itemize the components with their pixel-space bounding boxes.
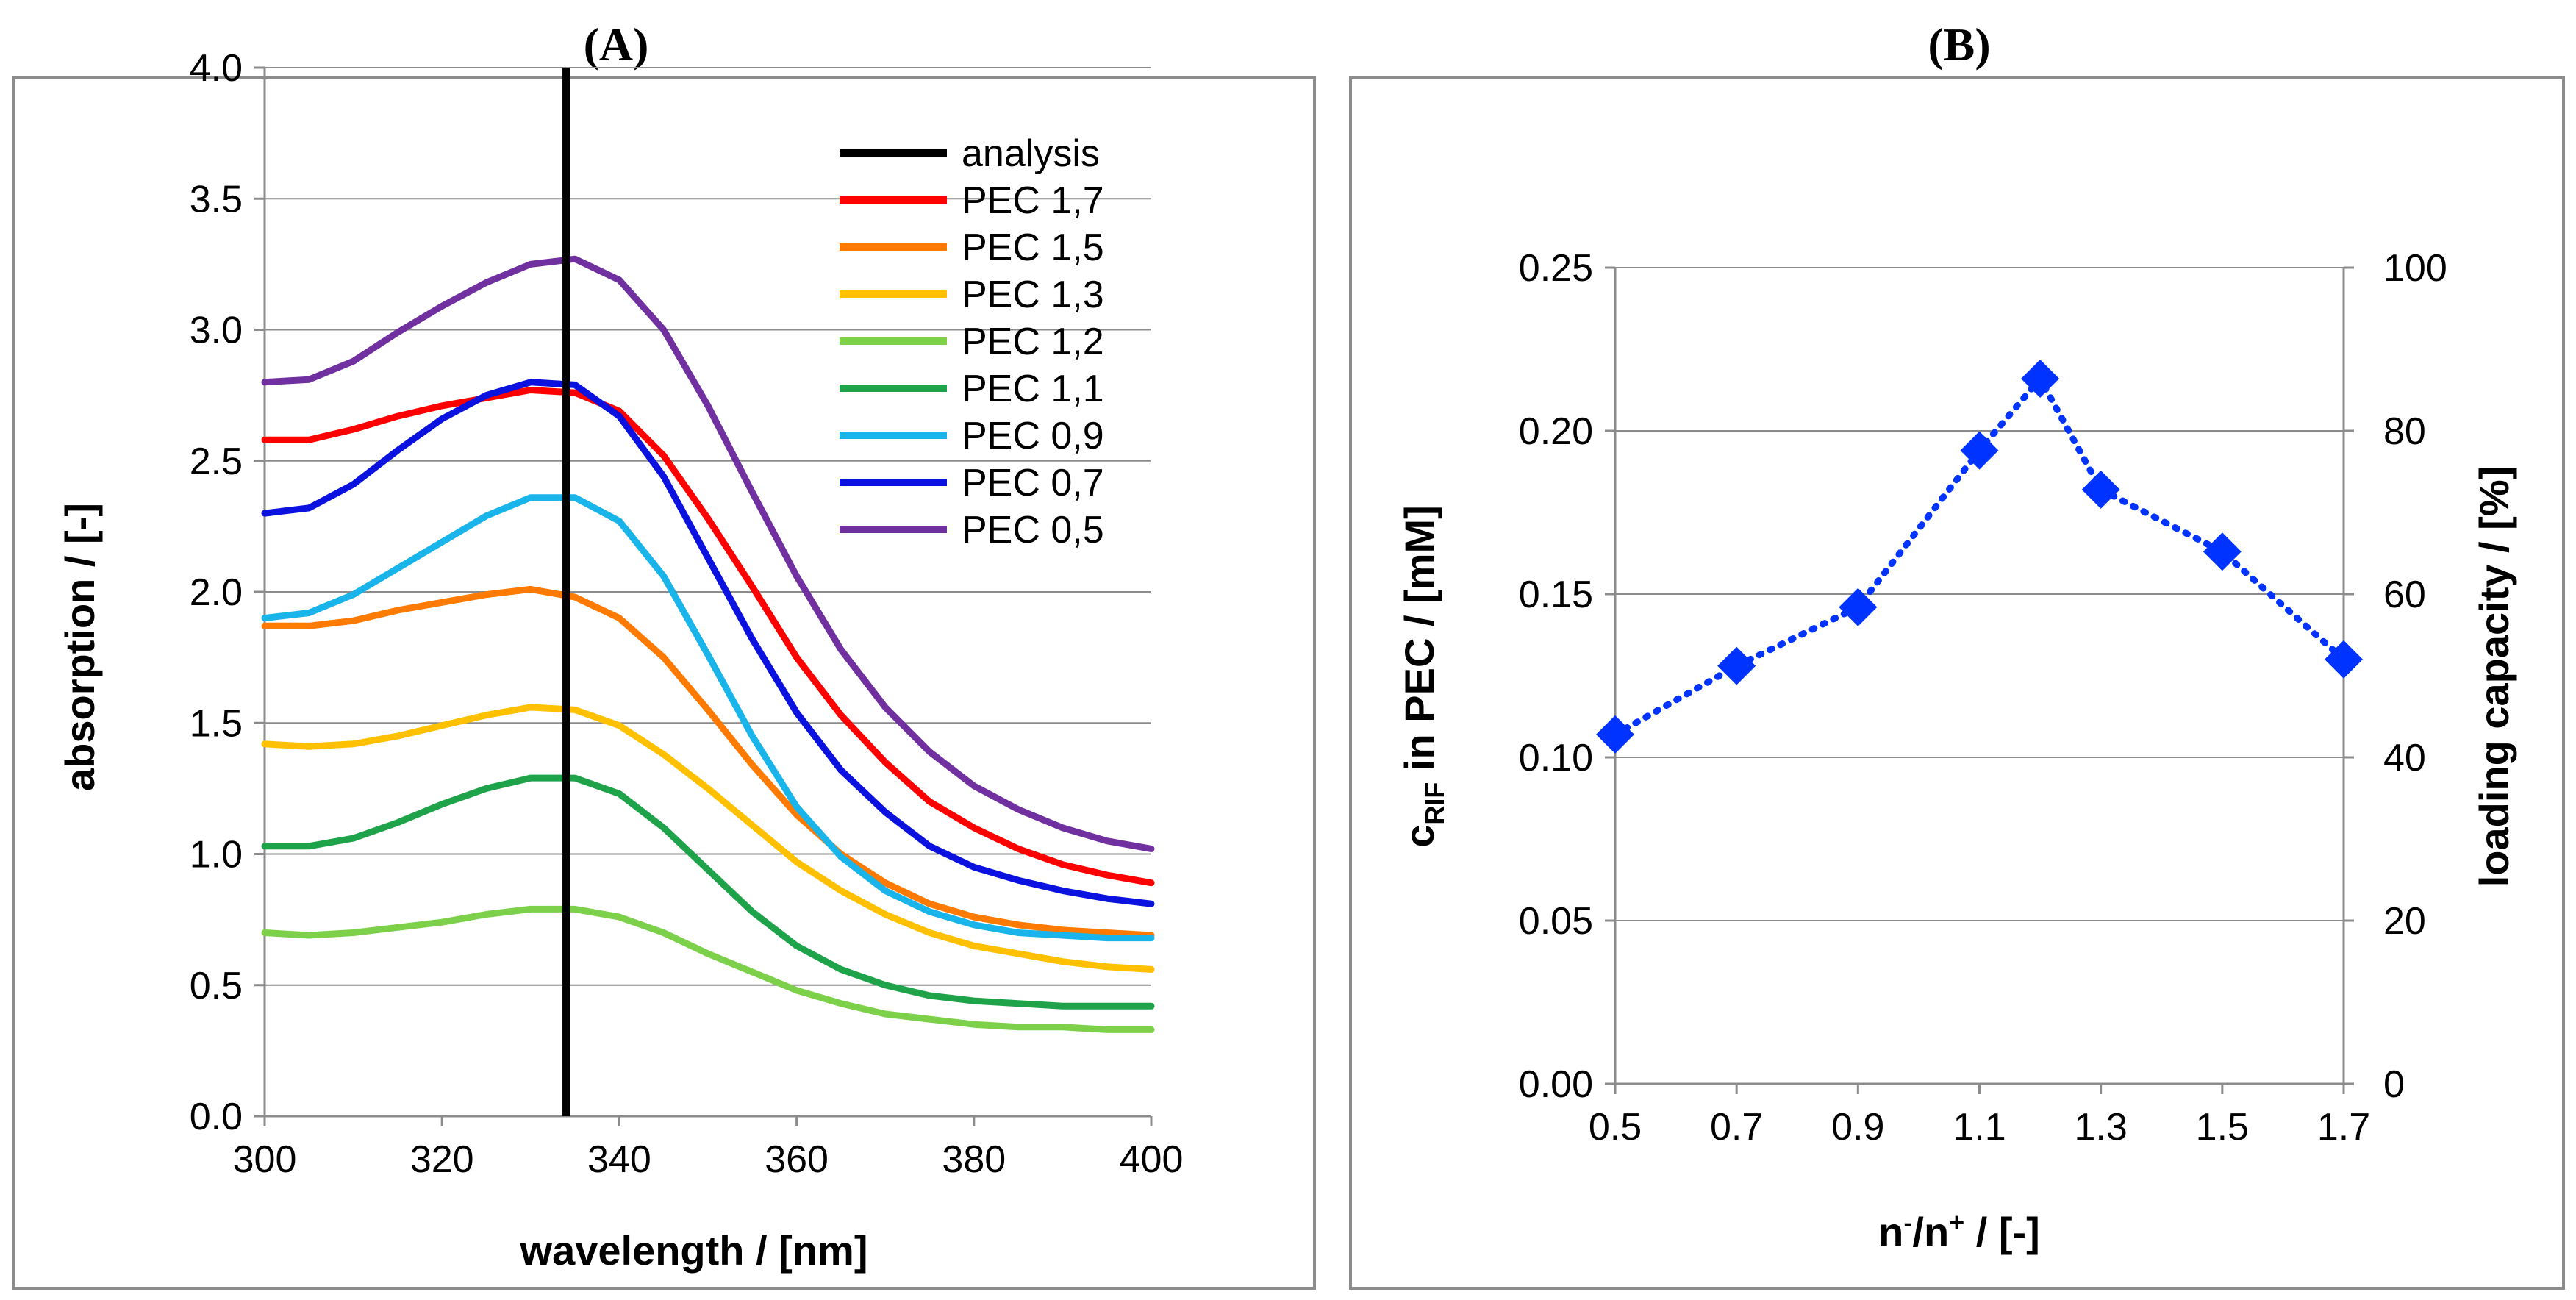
legend-label-pec-1-7: PEC 1,7 bbox=[962, 179, 1104, 222]
data-point bbox=[1839, 588, 1878, 626]
panel-b-points bbox=[1596, 359, 2363, 754]
series-line-pec-1-1 bbox=[261, 774, 1155, 1010]
panel-a-x-tick-label: 400 bbox=[1120, 1138, 1184, 1181]
panel-a-axes bbox=[254, 66, 1153, 1126]
panel-b-y2-axis-title: loading capacity / [%] bbox=[2471, 466, 2517, 888]
panel-a-y-tick-label: 3.0 bbox=[190, 310, 243, 352]
panel-b-y-tick-label: 0.15 bbox=[1519, 574, 1593, 616]
series-line-pec-1-2 bbox=[261, 905, 1155, 1033]
data-point bbox=[1717, 646, 1756, 685]
panel-b-xlabel-n1: n bbox=[1878, 1209, 1903, 1255]
panel-a-chart: 0.0 0.5 1.0 1.5 2.0 2.5 3.0 3.5 4.0 300 320 340 360… bbox=[57, 47, 1183, 1274]
data-point bbox=[1596, 715, 1634, 754]
series-line-pec-0-5 bbox=[261, 255, 1155, 852]
legend-label-pec-0-9: PEC 0,9 bbox=[962, 415, 1104, 457]
panel-b-x-tick-label: 1.5 bbox=[2196, 1106, 2249, 1149]
panel-b-y2-tick-label: 80 bbox=[2383, 410, 2426, 453]
panel-b-ylabel-sub: RIF bbox=[1420, 782, 1450, 825]
panel-b-y2-tick-label: 40 bbox=[2383, 737, 2426, 779]
data-point bbox=[2021, 359, 2060, 398]
panel-b-label: (B) bbox=[1928, 18, 1990, 71]
panel-b-y-axis-title: cRIF in PEC / [mM] bbox=[1396, 505, 1450, 848]
series-line-pec-1-7 bbox=[261, 387, 1155, 887]
legend-label-pec-0-7: PEC 0,7 bbox=[962, 462, 1104, 504]
data-point bbox=[2325, 640, 2363, 679]
legend-label-pec-1-3: PEC 1,3 bbox=[962, 274, 1104, 316]
panel-b-y-tick-label: 0.20 bbox=[1519, 410, 1593, 453]
series-line-pec-1-3 bbox=[261, 704, 1155, 973]
panel-b-ylabel-c: c bbox=[1396, 825, 1442, 848]
panel-b-y-tick-label: 0.25 bbox=[1519, 247, 1593, 290]
series-line-pec-1-5 bbox=[261, 585, 1155, 939]
panel-b-xlabel-tail: / [-] bbox=[1964, 1209, 2040, 1255]
panel-b-series-line bbox=[1611, 373, 2347, 738]
data-point bbox=[1960, 431, 1999, 470]
panel-a-x-tick-label: 320 bbox=[410, 1138, 474, 1181]
legend-label-pec-1-2: PEC 1,2 bbox=[962, 321, 1104, 363]
panel-a-x-tick-label: 340 bbox=[587, 1138, 651, 1181]
panel-b-x-tick-label: 0.9 bbox=[1831, 1106, 1884, 1149]
panel-b-y2-tick-label: 20 bbox=[2383, 900, 2426, 943]
panel-b-x-tick-label: 1.1 bbox=[1953, 1106, 2006, 1149]
legend-label-analysis: analysis bbox=[962, 132, 1100, 175]
panel-a-label: (A) bbox=[584, 18, 649, 71]
panel-b-y2-tick-label: 100 bbox=[2383, 247, 2447, 290]
panel-b-y-tick-labels: 0.00 0.05 0.10 0.15 0.20 0.25 bbox=[1519, 247, 1593, 1106]
panel-a-y-tick-label: 3.5 bbox=[190, 178, 243, 221]
panel-a-y-tick-label: 0.0 bbox=[190, 1096, 243, 1138]
series-line-pec-0-7 bbox=[261, 379, 1155, 907]
panel-b-y-tick-label: 0.00 bbox=[1519, 1063, 1593, 1106]
panel-b-ylabel-tail: in PEC / [mM] bbox=[1396, 505, 1442, 782]
legend-label-pec-1-1: PEC 1,1 bbox=[962, 368, 1104, 410]
panel-a-y-tick-label: 1.0 bbox=[190, 834, 243, 876]
panel-a-y-tick-label: 4.0 bbox=[190, 47, 243, 90]
panel-b-series-line-group bbox=[1611, 373, 2347, 738]
panel-a-x-axis-title: wavelength / [nm] bbox=[520, 1227, 868, 1274]
data-point bbox=[2081, 470, 2120, 509]
panel-b-x-axis-title: n-/n+ / [-] bbox=[1878, 1207, 2040, 1255]
panel-a-frame bbox=[12, 76, 1316, 1290]
panel-b-x-tick-labels: 0.5 0.7 0.9 1.1 1.3 1.5 1.7 bbox=[1589, 1106, 2370, 1149]
panel-a-gridlines bbox=[265, 67, 1151, 1117]
series-line-pec-0-9 bbox=[261, 494, 1155, 942]
panel-b-y-tick-label: 0.10 bbox=[1519, 737, 1593, 779]
panel-b-y2-tick-label: 60 bbox=[2383, 574, 2426, 616]
panel-b-y-tick-label: 0.05 bbox=[1519, 900, 1593, 943]
panel-b-y2-tick-labels: 0 20 40 60 80 100 bbox=[2383, 247, 2447, 1106]
panel-b-x-tick-label: 1.7 bbox=[2317, 1106, 2370, 1149]
panel-b-axes bbox=[1605, 266, 2354, 1094]
panel-b-xlabel-mid: /n bbox=[1912, 1209, 1949, 1255]
panel-b-xlabel-sup2: + bbox=[1949, 1207, 1964, 1238]
panel-b-frame bbox=[1349, 76, 2565, 1290]
panel-a-series-group bbox=[261, 255, 1155, 1033]
panel-b-y2-tick-label: 0 bbox=[2383, 1063, 2405, 1106]
panel-b-xlabel-sup1: - bbox=[1903, 1207, 1912, 1238]
panel-a-y-tick-label: 2.5 bbox=[190, 440, 243, 483]
panel-a-x-tick-labels: 300 320 340 360 380 400 bbox=[233, 1138, 1184, 1181]
legend-label-pec-1-5: PEC 1,5 bbox=[962, 226, 1104, 269]
panel-a-y-tick-label: 2.0 bbox=[190, 571, 243, 614]
data-point bbox=[2203, 532, 2242, 571]
panel-b-x-tick-label: 1.3 bbox=[2075, 1106, 2128, 1149]
panel-a-y-tick-labels: 0.0 0.5 1.0 1.5 2.0 2.5 3.0 3.5 4.0 bbox=[190, 47, 243, 1138]
panel-b-chart: 0.00 0.05 0.10 0.15 0.20 0.25 0 20 40 60 80 100 0.… bbox=[1396, 247, 2517, 1255]
panel-b-x-tick-label: 0.7 bbox=[1710, 1106, 1763, 1149]
panel-a-x-tick-label: 360 bbox=[765, 1138, 829, 1181]
legend-label-pec-0-5: PEC 0,5 bbox=[962, 509, 1104, 551]
panel-b-x-tick-label: 0.5 bbox=[1589, 1106, 1642, 1149]
panel-a-x-tick-label: 380 bbox=[942, 1138, 1006, 1181]
panel-a-y-tick-label: 0.5 bbox=[190, 965, 243, 1007]
panel-a-x-tick-label: 300 bbox=[233, 1138, 297, 1181]
panel-a-y-axis-title: absorption / [-] bbox=[57, 503, 103, 791]
panel-a-y-tick-label: 1.5 bbox=[190, 702, 243, 745]
